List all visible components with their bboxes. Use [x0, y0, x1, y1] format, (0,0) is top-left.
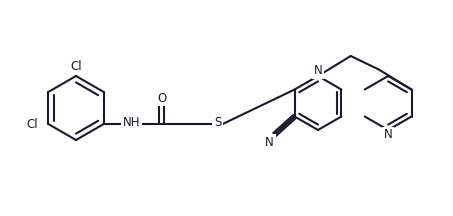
- Text: N: N: [313, 65, 323, 78]
- Text: Cl: Cl: [27, 118, 39, 130]
- Text: Cl: Cl: [70, 60, 82, 73]
- Text: N: N: [265, 136, 274, 149]
- Text: S: S: [214, 116, 222, 130]
- Text: NH: NH: [123, 116, 140, 130]
- Text: O: O: [157, 92, 166, 105]
- Text: N: N: [384, 129, 392, 141]
